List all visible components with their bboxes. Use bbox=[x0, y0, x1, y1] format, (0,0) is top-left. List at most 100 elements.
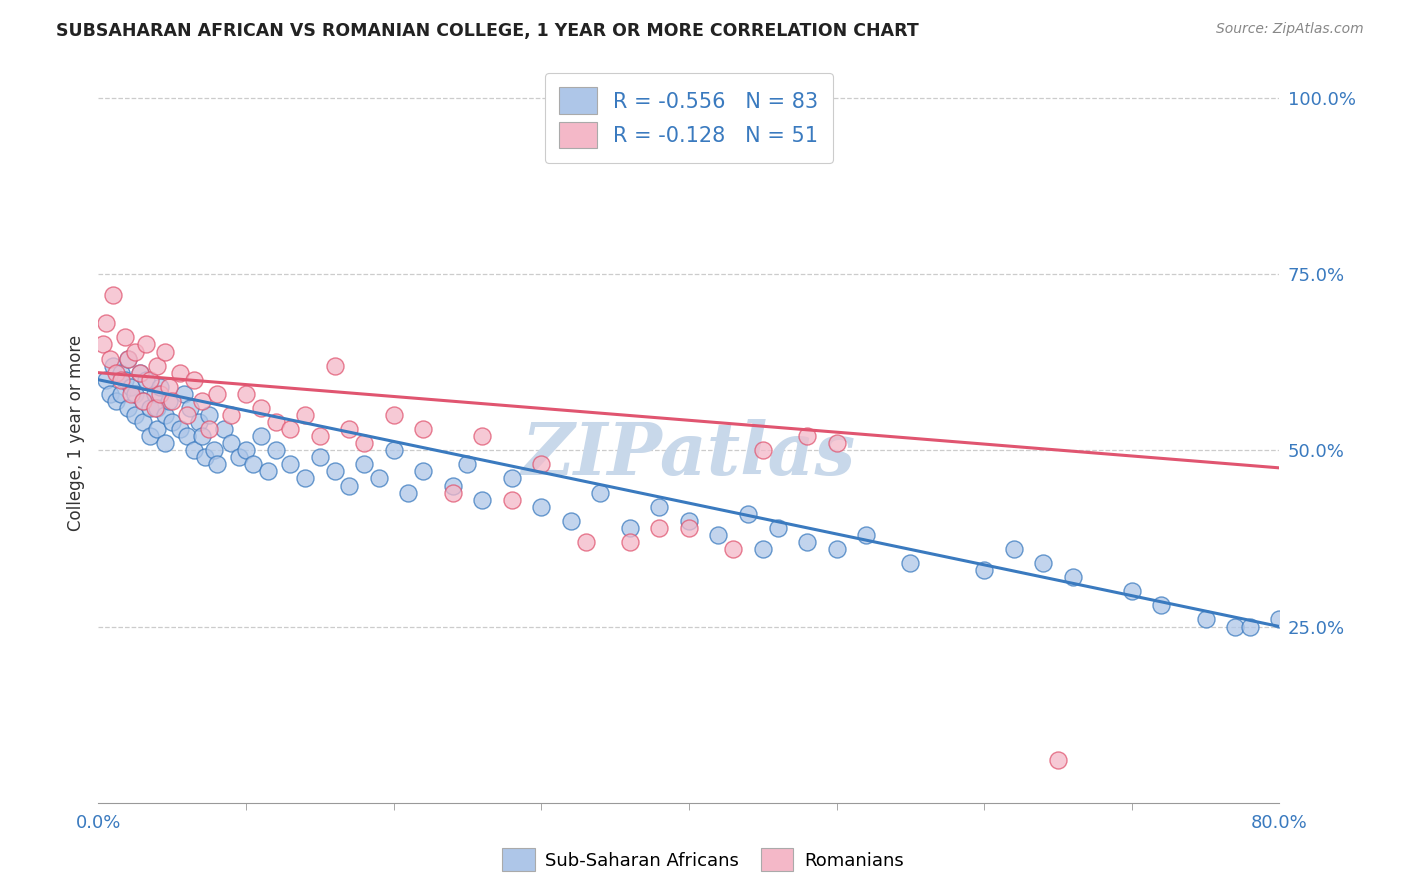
Point bbox=[124, 408, 146, 422]
Point bbox=[183, 443, 205, 458]
Point bbox=[1121, 584, 1143, 599]
Point bbox=[250, 401, 273, 415]
Point bbox=[855, 528, 877, 542]
Point bbox=[766, 521, 789, 535]
Point bbox=[825, 541, 848, 556]
Point bbox=[103, 359, 125, 373]
Point bbox=[128, 366, 150, 380]
Point bbox=[117, 351, 139, 366]
Point bbox=[235, 387, 257, 401]
Point bbox=[398, 485, 420, 500]
Point bbox=[648, 521, 671, 535]
Point bbox=[221, 408, 243, 422]
Point bbox=[242, 458, 264, 472]
Point bbox=[124, 344, 146, 359]
Point bbox=[900, 556, 922, 570]
Point bbox=[678, 521, 700, 535]
Legend: R = -0.556   N = 83, R = -0.128   N = 51: R = -0.556 N = 83, R = -0.128 N = 51 bbox=[544, 73, 834, 163]
Point bbox=[235, 443, 257, 458]
Point bbox=[471, 492, 494, 507]
Point bbox=[412, 464, 434, 478]
Point bbox=[176, 429, 198, 443]
Point bbox=[98, 387, 121, 401]
Point bbox=[457, 458, 479, 472]
Point bbox=[368, 471, 391, 485]
Point bbox=[353, 458, 375, 472]
Point bbox=[212, 422, 235, 436]
Point bbox=[353, 436, 375, 450]
Point bbox=[648, 500, 671, 514]
Point bbox=[153, 344, 176, 359]
Text: SUBSAHARAN AFRICAN VS ROMANIAN COLLEGE, 1 YEAR OR MORE CORRELATION CHART: SUBSAHARAN AFRICAN VS ROMANIAN COLLEGE, … bbox=[56, 22, 920, 40]
Point bbox=[149, 387, 172, 401]
Point bbox=[530, 458, 553, 472]
Point bbox=[382, 408, 405, 422]
Point bbox=[110, 373, 132, 387]
Point bbox=[146, 359, 169, 373]
Y-axis label: College, 1 year or more: College, 1 year or more bbox=[66, 334, 84, 531]
Point bbox=[143, 387, 166, 401]
Point bbox=[825, 436, 848, 450]
Point bbox=[752, 443, 775, 458]
Point bbox=[560, 514, 582, 528]
Point bbox=[132, 393, 155, 408]
Point bbox=[146, 401, 169, 415]
Point bbox=[105, 366, 128, 380]
Point bbox=[139, 373, 162, 387]
Text: Source: ZipAtlas.com: Source: ZipAtlas.com bbox=[1216, 22, 1364, 37]
Point bbox=[162, 415, 183, 429]
Point bbox=[1268, 612, 1291, 626]
Point bbox=[194, 450, 217, 465]
Point bbox=[1046, 754, 1070, 768]
Point bbox=[575, 535, 598, 549]
Point bbox=[98, 351, 121, 366]
Point bbox=[323, 464, 346, 478]
Point bbox=[589, 485, 612, 500]
Point bbox=[128, 366, 150, 380]
Point bbox=[257, 464, 280, 478]
Point bbox=[117, 351, 139, 366]
Point bbox=[132, 393, 155, 408]
Point bbox=[280, 422, 302, 436]
Point bbox=[228, 450, 250, 465]
Point bbox=[309, 429, 332, 443]
Point bbox=[157, 380, 180, 394]
Legend: Sub-Saharan Africans, Romanians: Sub-Saharan Africans, Romanians bbox=[495, 841, 911, 879]
Point bbox=[221, 436, 243, 450]
Point bbox=[1002, 541, 1025, 556]
Point bbox=[309, 450, 332, 465]
Point bbox=[619, 535, 641, 549]
Point bbox=[162, 393, 183, 408]
Point bbox=[169, 422, 191, 436]
Point bbox=[143, 401, 166, 415]
Point bbox=[501, 471, 523, 485]
Point bbox=[191, 429, 214, 443]
Point bbox=[120, 387, 142, 401]
Point bbox=[796, 535, 818, 549]
Point bbox=[412, 422, 434, 436]
Point bbox=[103, 288, 125, 302]
Point bbox=[1239, 619, 1261, 633]
Point bbox=[973, 563, 995, 577]
Point bbox=[153, 408, 176, 422]
Point bbox=[1032, 556, 1054, 570]
Point bbox=[173, 387, 195, 401]
Point bbox=[117, 401, 139, 415]
Point bbox=[752, 541, 775, 556]
Point bbox=[1225, 619, 1247, 633]
Point bbox=[139, 401, 162, 415]
Point bbox=[441, 485, 464, 500]
Point bbox=[280, 458, 302, 472]
Point bbox=[707, 528, 730, 542]
Point bbox=[135, 373, 157, 387]
Point bbox=[135, 337, 157, 351]
Point bbox=[382, 443, 405, 458]
Point bbox=[94, 316, 117, 330]
Point bbox=[471, 429, 494, 443]
Point bbox=[110, 387, 132, 401]
Point bbox=[339, 422, 361, 436]
Point bbox=[294, 471, 316, 485]
Point bbox=[339, 478, 361, 492]
Point bbox=[157, 393, 180, 408]
Point bbox=[114, 373, 136, 387]
